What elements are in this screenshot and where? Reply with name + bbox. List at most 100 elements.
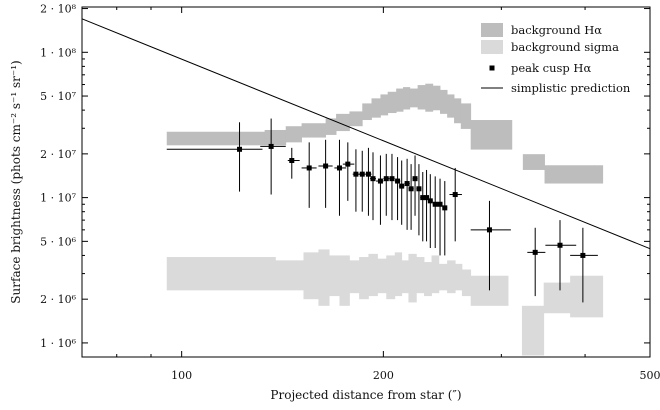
data-marker: [404, 181, 410, 187]
y-tick-label: 1 · 10⁶: [40, 337, 76, 350]
legend-item-background-sigma: background sigma: [481, 40, 619, 54]
background-sigma-band-5: [339, 255, 350, 306]
data-point-6: [342, 142, 355, 201]
data-point-24: [437, 178, 443, 256]
y-tick-label: 2 · 10⁸: [40, 3, 76, 16]
background-sigma-band-22: [521, 305, 545, 356]
background-h-band-7: [362, 103, 372, 121]
data-marker: [389, 176, 395, 182]
background-sigma-band-6: [349, 260, 360, 294]
data-point-12: [383, 153, 390, 216]
data-point-3: [301, 142, 317, 208]
legend-marker: [489, 65, 495, 71]
background-h-band-11: [396, 88, 404, 112]
data-marker: [323, 163, 329, 169]
data-point-22: [427, 174, 433, 249]
background-sigma-band-20: [461, 269, 472, 297]
data-point-27: [470, 200, 511, 291]
data-marker: [359, 171, 365, 177]
data-point-17: [408, 164, 414, 230]
background-sigma-band-19: [455, 263, 463, 291]
background-h-band-0: [166, 131, 266, 146]
background-h-band-8: [371, 98, 381, 118]
legend-item-simplistic-prediction: simplistic prediction: [481, 81, 631, 95]
y-tick-label: 5 · 10⁷: [40, 90, 76, 103]
y-tick-label: 1 · 10⁸: [40, 46, 76, 59]
background-h-band-24: [594, 165, 604, 184]
data-marker: [370, 176, 376, 182]
data-marker: [420, 195, 426, 201]
data-point-4: [318, 139, 333, 208]
x-axis-label: Projected distance from star (″): [270, 388, 461, 402]
data-point-15: [398, 160, 405, 225]
data-point-11: [375, 155, 384, 225]
x-tick-label: 500: [640, 369, 660, 382]
background-h-band-12: [403, 87, 411, 110]
legend-item-peak-cusp-h: peak cusp Hα: [489, 61, 591, 75]
data-point-13: [389, 153, 395, 221]
background-sigma-band-12: [401, 260, 409, 294]
data-point-8: [359, 150, 366, 212]
y-tick-label: 2 · 10⁶: [40, 293, 76, 306]
data-point-20: [420, 172, 426, 242]
data-point-14: [394, 157, 401, 221]
data-point-23: [432, 176, 438, 249]
data-marker: [427, 198, 433, 204]
background-h-band-21: [470, 120, 513, 150]
background-sigma-band-23: [543, 282, 571, 314]
background-h-band-19: [454, 98, 462, 124]
background-sigma-band-10: [386, 255, 396, 300]
legend-label: background sigma: [511, 40, 619, 54]
background-h-band-5: [336, 113, 350, 132]
data-point-0: [166, 122, 263, 192]
data-point-30: [570, 227, 598, 303]
data-point-21: [424, 169, 430, 242]
prediction-line-layer: [81, 18, 651, 250]
data-marker: [399, 183, 405, 189]
data-point-18: [412, 155, 418, 216]
legend-label: simplistic prediction: [511, 81, 631, 95]
data-marker: [395, 178, 401, 184]
data-marker: [365, 171, 371, 177]
data-marker: [345, 161, 351, 167]
data-marker: [412, 176, 418, 182]
background-h-band-23: [544, 165, 595, 184]
axis-ticks: 100 200 500 1 · 10⁶ 2 · 10⁶ 5 · 10⁶ 1 · 10⁷ 2 ·…: [40, 3, 660, 382]
background-sigma-band-16: [431, 255, 440, 294]
background-h-band-22: [522, 154, 545, 170]
background-sigma-band-2: [303, 252, 319, 300]
data-marker: [237, 146, 243, 152]
data-marker: [416, 186, 422, 192]
legend-item-background-h: background Hα: [481, 23, 602, 37]
background-sigma-band-8: [368, 253, 378, 297]
background-h-band-6: [349, 111, 363, 127]
data-marker: [353, 171, 359, 177]
plot-frame: [81, 6, 651, 358]
background-h-band-20: [460, 103, 472, 129]
background-h-band-13: [409, 88, 419, 108]
background-h-band-2: [285, 126, 302, 143]
background-sigma-band-15: [424, 262, 432, 297]
data-point-2: [287, 147, 300, 179]
y-tick-label: 5 · 10⁶: [40, 235, 76, 248]
data-marker: [486, 227, 492, 233]
data-point-16: [404, 158, 410, 230]
background-sigma-band-14: [416, 257, 425, 294]
background-h-band-3: [301, 123, 327, 138]
y-tick-label: 1 · 10⁷: [40, 192, 76, 205]
legend: background Hα background sigma peak cusp H…: [481, 23, 631, 95]
background-sigma-band-18: [447, 260, 456, 294]
background-sigma-band-13: [408, 253, 417, 303]
data-point-26: [449, 167, 462, 242]
data-point-10: [369, 152, 376, 221]
background-sigma-band-0: [166, 257, 276, 291]
legend-swatch: [481, 23, 503, 37]
legend-swatch: [481, 40, 503, 54]
legend-label: peak cusp Hα: [511, 61, 591, 75]
x-tick-label: 200: [373, 369, 394, 382]
background-h-band-1: [264, 129, 287, 146]
data-marker: [268, 143, 274, 149]
data-point-19: [416, 164, 422, 236]
data-point-5: [334, 139, 347, 216]
